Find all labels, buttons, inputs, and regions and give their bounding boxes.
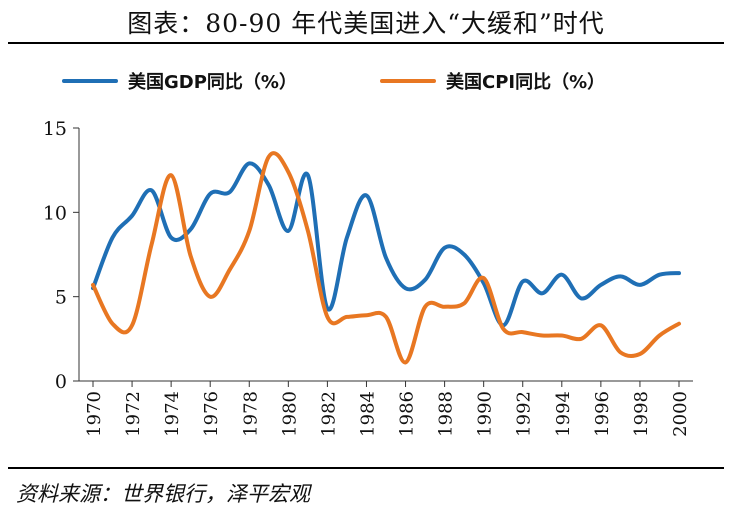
gdp-point-1983	[345, 236, 349, 240]
y-tick-label: 0	[55, 371, 67, 393]
x-tick-label: 1984	[357, 391, 378, 437]
gdp-point-1984	[365, 194, 369, 198]
cpi-series-line	[91, 151, 681, 365]
cpi-point-1990	[482, 276, 486, 280]
cpi-point-1992	[521, 330, 525, 334]
gdp-point-1993	[540, 291, 544, 295]
x-tick-label: 1972	[123, 391, 144, 437]
title-rule	[8, 42, 724, 44]
gdp-point-1989	[462, 253, 466, 257]
legend-label-cpi: 美国CPI同比（%）	[446, 72, 606, 93]
legend: 美国GDP同比（%） 美国CPI同比（%）	[0, 68, 732, 98]
cpi-point-1995	[579, 337, 583, 341]
cpi-point-1976	[208, 295, 212, 299]
gdp-point-1995	[579, 296, 583, 300]
cpi-point-1987	[423, 305, 427, 309]
gdp-point-1972	[130, 214, 134, 218]
x-tick-label: 1994	[553, 391, 574, 437]
gdp-point-1985	[384, 256, 388, 260]
cpi-point-1971	[111, 322, 115, 326]
gdp-point-1996	[599, 283, 603, 287]
gdp-point-1994	[560, 273, 564, 277]
gdp-point-1980	[286, 229, 290, 233]
cpi-point-1973	[150, 242, 154, 246]
footer-rule	[8, 467, 724, 469]
gdp-point-1975	[189, 227, 193, 231]
cpi-point-1989	[462, 301, 466, 305]
legend-swatch-cpi	[380, 79, 436, 83]
gdp-point-1997	[618, 274, 622, 278]
gdp-point-1976	[208, 192, 212, 196]
legend-item-cpi[interactable]: 美国CPI同比（%）	[380, 68, 605, 94]
cpi-point-1980	[286, 170, 290, 174]
cpi-point-1988	[443, 305, 447, 309]
gdp-point-1981	[306, 173, 310, 177]
cpi-point-1985	[384, 315, 388, 319]
cpi-point-1978	[247, 229, 251, 233]
y-tick-label: 5	[55, 287, 67, 309]
x-tick-label: 1974	[162, 391, 183, 437]
cpi-point-1979	[267, 155, 271, 159]
cpi-point-1997	[618, 350, 622, 354]
cpi-point-1998	[638, 352, 642, 356]
x-tick-label: 1998	[631, 391, 652, 437]
gdp-point-1998	[638, 283, 642, 287]
x-tick-label: 1988	[436, 391, 457, 437]
source-note: 资料来源：世界银行，泽平宏观	[16, 482, 310, 506]
x-tick-label: 1996	[592, 391, 613, 437]
cpi-point-1984	[365, 313, 369, 317]
gdp-point-1987	[423, 278, 427, 282]
gdp-point-1999	[658, 273, 662, 277]
gdp-point-1978	[247, 161, 251, 165]
x-tick-label: 1982	[318, 391, 339, 437]
x-tick-label: 1976	[201, 391, 222, 437]
cpi-point-1972	[130, 323, 134, 327]
gdp-point-2000	[677, 271, 681, 275]
cpi-point-1994	[560, 334, 564, 338]
cpi-point-1977	[228, 268, 232, 272]
gdp-point-1974	[169, 236, 173, 240]
cpi-point-1991	[501, 327, 505, 331]
gdp-point-1992	[521, 280, 525, 284]
x-tick-label: 1986	[397, 391, 418, 437]
cpi-point-1999	[658, 334, 662, 338]
gdp-point-1986	[404, 286, 408, 290]
cpi-point-1986	[404, 360, 408, 364]
gdp-series-line	[91, 161, 681, 328]
gdp-point-1973	[150, 188, 154, 192]
gdp-point-1979	[267, 183, 271, 187]
gdp-point-1988	[443, 246, 447, 250]
cpi-point-1974	[169, 173, 173, 177]
cpi-point-1975	[189, 254, 193, 258]
cpi-point-1996	[599, 323, 603, 327]
cpi-point-1982	[325, 315, 329, 319]
legend-swatch-gdp	[62, 79, 118, 83]
x-tick-label: 1980	[279, 391, 300, 437]
cpi-point-1983	[345, 315, 349, 319]
y-tick-label: 10	[43, 202, 67, 224]
cpi-point-1970	[91, 283, 95, 287]
gdp-point-1977	[228, 190, 232, 194]
x-tick-label: 1978	[240, 391, 261, 437]
chart-title: 图表：80-90 年代美国进入“大缓和”时代	[127, 9, 605, 38]
x-tick-label: 1970	[84, 391, 105, 437]
gdp-point-1971	[111, 236, 115, 240]
legend-item-gdp[interactable]: 美国GDP同比（%）	[62, 68, 297, 94]
x-tick-label: 2000	[670, 391, 691, 437]
cpi-point-1993	[540, 334, 544, 338]
cpi-point-2000	[677, 322, 681, 326]
legend-label-gdp: 美国GDP同比（%）	[128, 72, 297, 93]
y-tick-label: 15	[43, 118, 67, 140]
cpi-point-1981	[306, 229, 310, 233]
x-tick-label: 1990	[475, 391, 496, 437]
x-tick-label: 1992	[514, 391, 535, 437]
